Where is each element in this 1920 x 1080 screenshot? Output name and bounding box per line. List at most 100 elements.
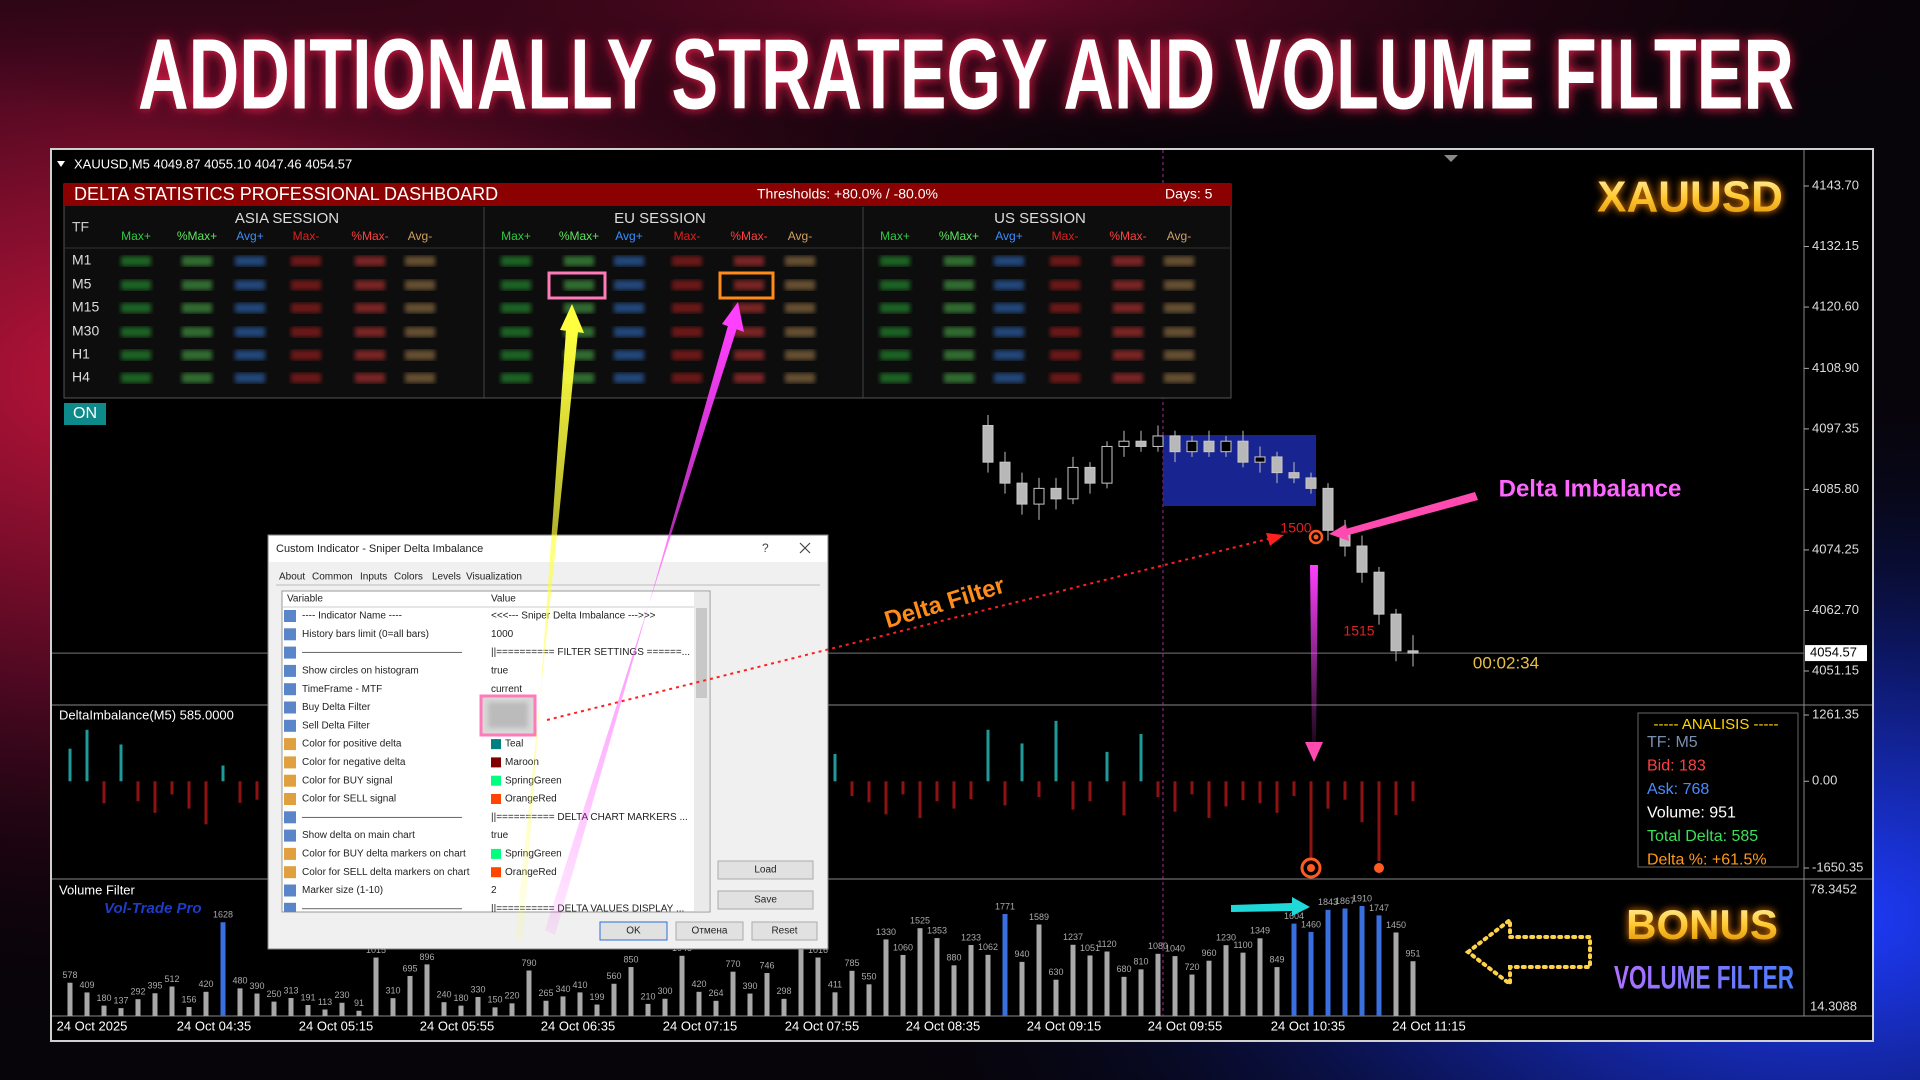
param-value[interactable]: ||========== DELTA CHART MARKERS ... (491, 812, 688, 823)
delta-bar (1343, 781, 1347, 800)
dialog-button[interactable] (717, 890, 814, 910)
dialog-tab[interactable]: Inputs (360, 572, 387, 583)
dialog-tab[interactable]: Levels (432, 572, 461, 583)
param-value[interactable]: Teal (505, 739, 523, 750)
volume-bar (832, 992, 838, 1016)
dialog-tab[interactable]: Common (312, 572, 353, 583)
blurred-cell (614, 327, 644, 337)
volume-bar (662, 998, 668, 1016)
button-label[interactable]: Отмена (692, 926, 728, 937)
blurred-cell (291, 373, 321, 383)
dialog-button[interactable] (751, 921, 818, 941)
param-icon (284, 738, 296, 751)
volume-label: 810 (1133, 957, 1148, 967)
volume-bar (169, 986, 175, 1016)
param-value[interactable]: true (491, 830, 509, 841)
volume-label: 265 (538, 988, 553, 998)
volume-label: 390 (249, 981, 264, 991)
volume-bar (985, 954, 991, 1016)
volume-bar (135, 999, 141, 1016)
session-title: ASIA SESSION (235, 210, 339, 227)
volume-bar (1121, 976, 1127, 1016)
blurred-cell (785, 373, 815, 383)
banner-title: ADDITIONALLY STRATEGY AND VOLUME FILTER (138, 18, 1794, 130)
blurred-cell (291, 303, 321, 313)
volume-label: 770 (725, 959, 740, 969)
volume-label: 1080 (1148, 941, 1168, 951)
volume-label: 137 (113, 995, 128, 1005)
volume-label: 480 (232, 976, 247, 986)
on-button[interactable] (64, 403, 106, 425)
param-value[interactable]: Maroon (505, 757, 539, 768)
dialog-tab[interactable]: About (279, 572, 305, 583)
volume-label: 310 (385, 986, 400, 996)
button-label[interactable]: Load (754, 865, 776, 876)
dialog-help[interactable]: ? (762, 541, 769, 555)
column-header: Max+ (121, 229, 151, 243)
candle-body (1050, 487, 1062, 500)
param-value[interactable]: ||========== FILTER SETTINGS ======... (491, 647, 690, 658)
blurred-cell (1050, 327, 1080, 337)
volume-label: 409 (79, 980, 94, 990)
column-header: Avg+ (995, 229, 1022, 243)
param-icon (284, 664, 296, 677)
param-value[interactable]: SpringGreen (505, 849, 562, 860)
blurred-cell (614, 280, 644, 290)
delta-bar (986, 729, 990, 782)
param-value[interactable]: true (491, 666, 509, 677)
blurred-cell (291, 350, 321, 360)
blurred-cell (1164, 373, 1194, 383)
dialog-button[interactable] (599, 921, 668, 941)
volume-label: 1060 (893, 942, 913, 952)
column-header: %Max+ (939, 229, 979, 243)
volume-bar (475, 996, 481, 1016)
volume-bar (203, 991, 209, 1016)
button-label[interactable]: Reset (771, 926, 797, 937)
volume-bar (492, 1007, 498, 1016)
candle-body (1373, 571, 1385, 615)
blurred-cell (182, 350, 212, 360)
volume-bar (1002, 914, 1008, 1016)
volume-bar (1393, 932, 1399, 1016)
param-value[interactable]: 1000 (491, 629, 514, 640)
blurred-cell (880, 280, 910, 290)
param-value[interactable]: OrangeRed (505, 867, 557, 878)
param-value[interactable]: current (491, 684, 522, 695)
blurred-cell (785, 280, 815, 290)
symbol-badge: XAUUSD (1597, 173, 1783, 222)
param-value[interactable]: ||========== DELTA VALUES DISPLAY ... (491, 903, 684, 914)
dialog-tab[interactable]: Colors (394, 572, 423, 583)
dialog-button[interactable] (675, 921, 744, 941)
volume-label: 880 (946, 953, 961, 963)
dialog-button[interactable] (717, 860, 814, 880)
dialog-close[interactable] (799, 542, 811, 554)
blurred-cell (121, 350, 151, 360)
timeframe: M5 (72, 276, 92, 292)
blurred-cell (614, 373, 644, 383)
color-swatch (491, 848, 501, 859)
blurred-cell (994, 350, 1024, 360)
on-label[interactable]: ON (73, 405, 97, 422)
button-label[interactable]: OK (626, 926, 641, 937)
blurred-cell (944, 327, 974, 337)
param-value[interactable]: 2 (491, 885, 497, 896)
delta-bar (119, 744, 123, 782)
time-label: 24 Oct 07:15 (663, 1018, 737, 1033)
volume-bar (1019, 961, 1025, 1016)
candle-body (999, 461, 1011, 484)
button-label[interactable]: Save (754, 895, 777, 906)
analysis-line: Ask: 768 (1647, 781, 1709, 798)
delta-label: DeltaImbalance(M5) 585.0000 (59, 707, 234, 722)
dialog-tab[interactable]: Visualization (466, 572, 522, 583)
arrow-imbalance-head (1329, 524, 1349, 541)
dialog-titlebar (269, 536, 827, 562)
blurred-cell (785, 303, 815, 313)
time-label: 24 Oct 08:35 (906, 1018, 980, 1033)
candle-body (1254, 456, 1266, 463)
delta-bar (153, 781, 157, 813)
blurred-cell (501, 280, 531, 290)
candle-body (1288, 472, 1300, 479)
volume-label: 1589 (1029, 912, 1049, 922)
param-value[interactable]: <<<--- Sniper Delta Imbalance --->>> (491, 611, 656, 622)
